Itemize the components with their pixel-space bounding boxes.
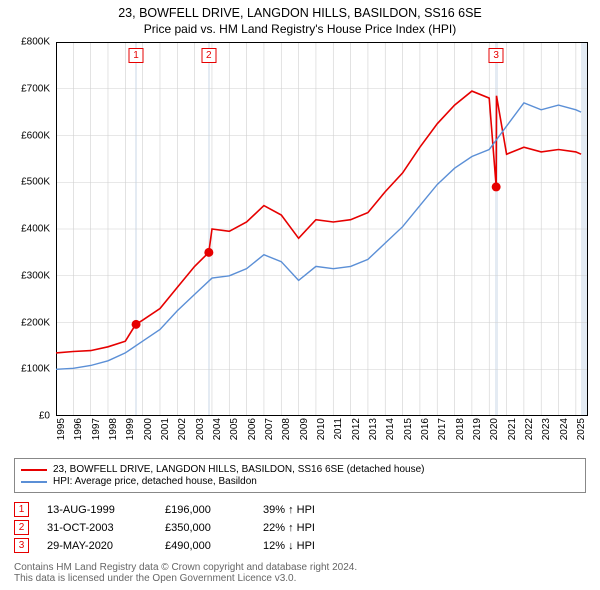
- event-marker-3: 3: [14, 538, 29, 553]
- x-tick-label: 2023: [541, 418, 552, 440]
- event-date-2: 31-OCT-2003: [47, 522, 147, 534]
- x-axis: 1995 1996 1997 1998 1999 2000 2001 2002 2003 2004…: [56, 416, 588, 454]
- title-address: 23, BOWFELL DRIVE, LANGDON HILLS, BASILD…: [8, 6, 592, 20]
- event-delta-1: 39% ↑ HPI: [263, 504, 373, 516]
- footer-line1: Contains HM Land Registry data © Crown c…: [14, 562, 586, 573]
- x-tick-label: 2019: [472, 418, 483, 440]
- x-tick-label: 2020: [489, 418, 500, 440]
- x-tick-label: 2004: [212, 418, 223, 440]
- event-price-2: £350,000: [165, 522, 245, 534]
- event-row-1: 1 13-AUG-1999 £196,000 39% ↑ HPI: [14, 502, 586, 517]
- chart-event-marker-3: 3: [489, 48, 504, 63]
- x-tick-label: 2001: [160, 418, 171, 440]
- footer-line2: This data is licensed under the Open Gov…: [14, 573, 586, 584]
- x-tick-label: 2016: [420, 418, 431, 440]
- legend-item-property: 23, BOWFELL DRIVE, LANGDON HILLS, BASILD…: [21, 464, 579, 475]
- x-tick-label: 2005: [229, 418, 240, 440]
- x-tick-label: 2007: [264, 418, 275, 440]
- x-tick-label: 2000: [143, 418, 154, 440]
- y-tick-label: £700K: [21, 83, 50, 94]
- event-date-1: 13-AUG-1999: [47, 504, 147, 516]
- x-tick-label: 2017: [437, 418, 448, 440]
- x-tick-label: 2002: [177, 418, 188, 440]
- x-tick-label: 2025: [576, 418, 587, 440]
- y-tick-label: £200K: [21, 317, 50, 328]
- event-row-3: 3 29-MAY-2020 £490,000 12% ↓ HPI: [14, 538, 586, 553]
- y-tick-label: £500K: [21, 177, 50, 188]
- legend-item-hpi: HPI: Average price, detached house, Basi…: [21, 476, 579, 487]
- y-tick-label: £0: [39, 411, 50, 422]
- events-table: 1 13-AUG-1999 £196,000 39% ↑ HPI 2 31-OC…: [14, 499, 586, 556]
- plot-area: £0£100K£200K£300K£400K£500K£600K£700K£80…: [56, 42, 588, 416]
- chart-event-marker-1: 1: [129, 48, 144, 63]
- legend-label-property: 23, BOWFELL DRIVE, LANGDON HILLS, BASILD…: [53, 464, 424, 475]
- x-tick-label: 2003: [195, 418, 206, 440]
- x-tick-label: 1998: [108, 418, 119, 440]
- x-tick-label: 2015: [403, 418, 414, 440]
- chart-container: 23, BOWFELL DRIVE, LANGDON HILLS, BASILD…: [0, 0, 600, 590]
- event-row-2: 2 31-OCT-2003 £350,000 22% ↑ HPI: [14, 520, 586, 535]
- x-tick-label: 2011: [333, 418, 344, 440]
- x-tick-label: 1999: [125, 418, 136, 440]
- x-tick-label: 2008: [281, 418, 292, 440]
- x-tick-label: 2009: [299, 418, 310, 440]
- event-delta-3: 12% ↓ HPI: [263, 540, 373, 552]
- event-marker-2: 2: [14, 520, 29, 535]
- x-tick-label: 2014: [385, 418, 396, 440]
- x-tick-label: 1996: [73, 418, 84, 440]
- legend: 23, BOWFELL DRIVE, LANGDON HILLS, BASILD…: [14, 458, 586, 493]
- event-marker-1: 1: [14, 502, 29, 517]
- chart-event-marker-2: 2: [201, 48, 216, 63]
- x-tick-label: 2022: [524, 418, 535, 440]
- event-price-3: £490,000: [165, 540, 245, 552]
- x-tick-label: 2006: [247, 418, 258, 440]
- event-price-1: £196,000: [165, 504, 245, 516]
- legend-swatch-hpi: [21, 481, 47, 483]
- x-tick-label: 2018: [455, 418, 466, 440]
- y-tick-label: £100K: [21, 364, 50, 375]
- x-tick-label: 2021: [507, 418, 518, 440]
- y-tick-label: £300K: [21, 270, 50, 281]
- title-subtitle: Price paid vs. HM Land Registry's House …: [8, 22, 592, 36]
- y-tick-label: £400K: [21, 224, 50, 235]
- event-delta-2: 22% ↑ HPI: [263, 522, 373, 534]
- x-tick-label: 2012: [351, 418, 362, 440]
- x-tick-label: 1997: [91, 418, 102, 440]
- legend-label-hpi: HPI: Average price, detached house, Basi…: [53, 476, 257, 487]
- x-tick-label: 1995: [56, 418, 67, 440]
- y-tick-label: £600K: [21, 130, 50, 141]
- legend-swatch-property: [21, 469, 47, 471]
- x-tick-label: 2010: [316, 418, 327, 440]
- footer: Contains HM Land Registry data © Crown c…: [14, 562, 586, 584]
- y-tick-label: £800K: [21, 37, 50, 48]
- event-date-3: 29-MAY-2020: [47, 540, 147, 552]
- x-tick-label: 2013: [368, 418, 379, 440]
- x-tick-label: 2024: [559, 418, 570, 440]
- chart-titles: 23, BOWFELL DRIVE, LANGDON HILLS, BASILD…: [0, 0, 600, 38]
